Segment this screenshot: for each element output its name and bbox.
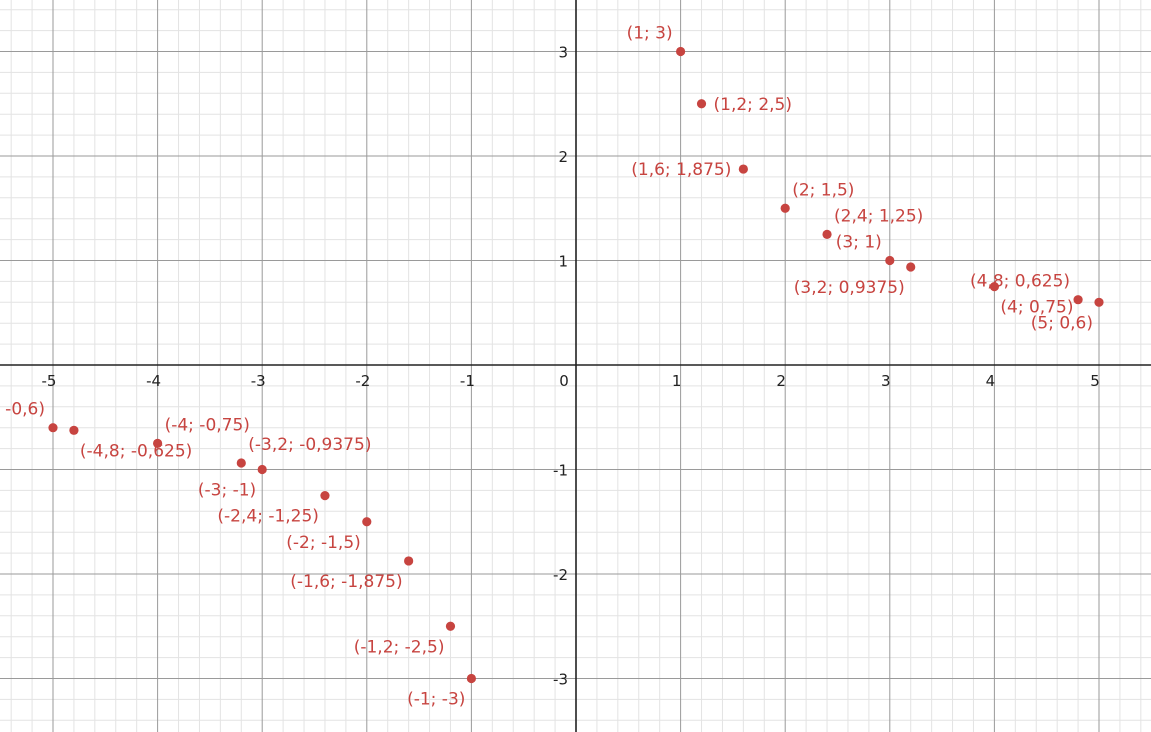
point-label: (2; 1,5)	[792, 180, 854, 200]
point-label: (2,4; 1,25)	[834, 206, 923, 226]
point-label: (1,6; 1,875)	[631, 160, 731, 180]
x-tick-label: 4	[986, 372, 996, 390]
x-tick-label: -3	[251, 372, 266, 390]
data-point	[1073, 295, 1083, 305]
point-label: (-1,6; -1,875)	[290, 572, 402, 592]
data-points	[48, 46, 1104, 684]
point-label: (-4,8; -0,625)	[80, 441, 192, 461]
data-point	[362, 517, 372, 527]
point-label: (3,2; 0,9375)	[794, 278, 905, 298]
x-tick-label: -2	[355, 372, 370, 390]
point-label: (5; 0,6)	[1031, 313, 1093, 333]
y-tick-label: -3	[553, 671, 568, 689]
y-tick-label: -1	[553, 462, 568, 480]
point-label: (-4; -0,75)	[165, 415, 250, 435]
x-tick-label: 5	[1090, 372, 1100, 390]
x-tick-label: -5	[42, 372, 57, 390]
data-point	[676, 46, 686, 57]
point-labels: (1; 3) (1,2; 2,5) (1,6; 1,875) (2; 1,5) (2,4…	[0, 24, 1093, 710]
x-tick-label: -4	[146, 372, 161, 390]
data-point	[257, 464, 267, 475]
point-label: (4; 0,75)	[1000, 298, 1073, 318]
data-point	[445, 621, 456, 631]
data-point	[822, 229, 832, 239]
point-label: (-2; -1,5)	[286, 533, 361, 553]
point-label: (-3,2; -0,9375)	[248, 435, 371, 455]
x-tick-label: 0	[559, 372, 569, 390]
data-point	[906, 262, 916, 272]
x-tick-label: 3	[881, 372, 891, 390]
data-point	[1094, 297, 1104, 307]
data-point	[989, 282, 1000, 292]
point-label: (-2,4; -1,25)	[217, 507, 319, 527]
y-tick-label: 2	[558, 148, 568, 166]
x-tick-label: 1	[672, 372, 682, 390]
x-tick-labels: -5 -4 -3 -2 -1 0 1 2 3 4 5	[42, 372, 1100, 390]
y-tick-label: 1	[558, 253, 568, 271]
point-label: (-5; -0,6)	[0, 400, 45, 420]
x-tick-label: 2	[776, 372, 786, 390]
data-point	[404, 556, 414, 566]
point-label: (4,8; 0,625)	[970, 272, 1070, 292]
data-point	[885, 255, 895, 266]
point-label: (3; 1)	[836, 233, 882, 253]
point-label: (1,2; 2,5)	[714, 95, 792, 115]
y-tick-label: 3	[558, 44, 568, 62]
y-tick-label: -2	[553, 566, 568, 584]
data-point	[466, 673, 476, 684]
point-label: (-3; -1)	[198, 481, 256, 501]
data-point	[69, 425, 79, 435]
x-tick-label: -1	[460, 372, 475, 390]
data-point	[236, 458, 246, 468]
data-point	[696, 99, 707, 109]
point-label: (-1,2; -2,5)	[354, 637, 445, 657]
point-label: (-1; -3)	[407, 690, 465, 710]
data-point	[780, 203, 790, 213]
data-point	[320, 491, 330, 501]
data-point	[48, 423, 58, 433]
point-label: (1; 3)	[627, 24, 673, 44]
y-tick-labels: -3 -2 -1 1 2 3	[553, 44, 568, 689]
data-point	[153, 438, 163, 448]
data-point	[738, 164, 748, 174]
